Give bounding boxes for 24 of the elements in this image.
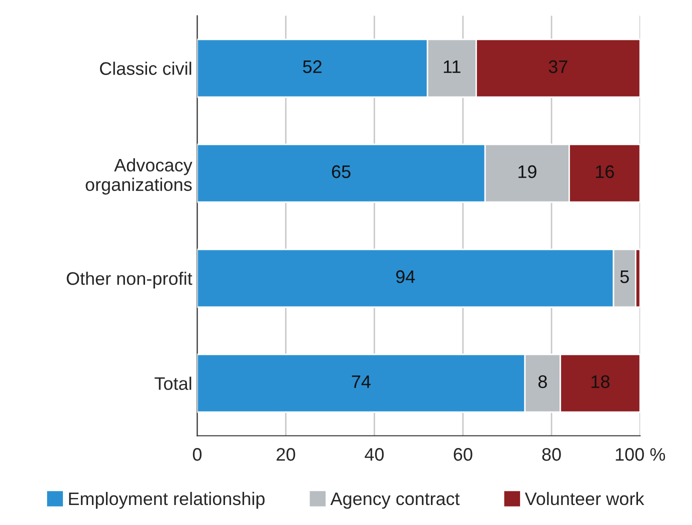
data-label: 5 bbox=[620, 270, 629, 284]
data-label: 74 bbox=[352, 375, 371, 388]
y-tick-label: Other non-profit bbox=[66, 272, 192, 289]
data-label: 8 bbox=[538, 375, 547, 388]
data-label: 37 bbox=[548, 60, 568, 74]
x-tick-label: 80 bbox=[542, 448, 561, 461]
data-label: 16 bbox=[596, 165, 614, 178]
data-label: 19 bbox=[518, 165, 536, 178]
data-label: 52 bbox=[303, 60, 322, 74]
legend-label: Volunteer work bbox=[524, 492, 644, 506]
x-tick-label: 60 bbox=[454, 448, 472, 461]
data-label: 11 bbox=[444, 60, 460, 73]
data-label: 94 bbox=[396, 270, 415, 284]
x-tick-label: 100 % bbox=[616, 448, 666, 461]
y-tick-label: Classic civil bbox=[100, 62, 192, 75]
y-tick-label: Advocacy organizations bbox=[86, 158, 192, 195]
x-tick-label: 0 bbox=[192, 448, 202, 461]
data-label: 65 bbox=[332, 165, 350, 178]
data-label: 18 bbox=[592, 375, 610, 388]
y-tick-label: Total bbox=[154, 376, 192, 390]
x-tick-label: 40 bbox=[364, 448, 384, 461]
x-tick-label: 20 bbox=[276, 448, 296, 461]
legend-label: Agency contract bbox=[330, 492, 460, 509]
legend-label: Employment relationship bbox=[69, 492, 265, 509]
